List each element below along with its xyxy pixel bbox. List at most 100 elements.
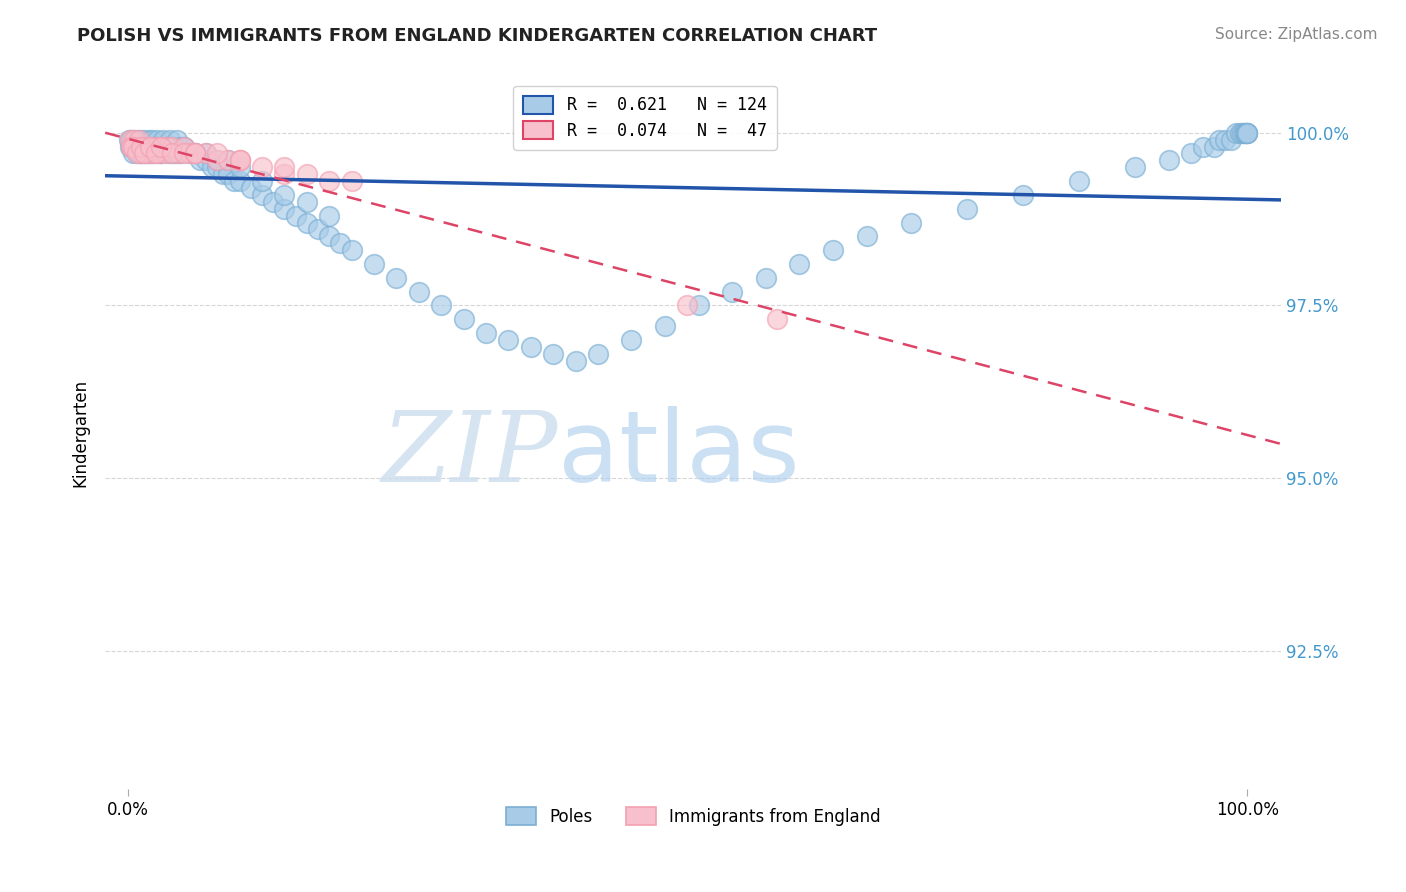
Point [155,139,177,153]
Point [129,139,152,153]
Point [142,139,165,153]
Point [125,146,148,161]
Point [654,319,676,334]
Point [139,139,162,153]
Point [150,146,173,161]
Point [200,161,222,175]
Point [250,161,273,175]
Point [150,146,173,161]
Point [136,146,159,161]
Point [228,153,250,168]
Point [956,202,979,216]
Point [273,161,295,175]
Point [228,153,250,168]
Point [162,146,184,161]
Point [134,133,156,147]
Point [1213,133,1236,147]
Point [179,146,201,161]
Point [1233,126,1256,140]
Point [120,139,142,153]
Point [295,216,318,230]
Point [128,139,150,153]
Point [128,146,150,161]
Point [184,146,207,161]
Point [136,146,159,161]
Point [453,312,475,326]
Point [823,243,845,257]
Point [162,139,184,153]
Point [205,146,228,161]
Point [146,146,169,161]
Point [1191,139,1213,153]
Point [124,139,146,153]
Point [131,146,153,161]
Point [755,270,778,285]
Point [148,146,170,161]
Point [1234,126,1257,140]
Text: POLISH VS IMMIGRANTS FROM ENGLAND KINDERGARTEN CORRELATION CHART: POLISH VS IMMIGRANTS FROM ENGLAND KINDER… [77,27,877,45]
Point [184,146,207,161]
Point [1230,126,1253,140]
Point [1069,174,1091,188]
Point [273,202,295,216]
Point [184,146,207,161]
Point [789,257,811,271]
Point [363,257,385,271]
Point [1125,161,1147,175]
Point [127,139,149,153]
Point [1012,188,1035,202]
Point [184,146,207,161]
Point [167,139,190,153]
Point [118,133,141,147]
Point [124,133,146,147]
Point [152,133,174,147]
Point [564,353,586,368]
Point [211,167,233,181]
Point [184,146,207,161]
Point [124,133,146,147]
Point [173,139,195,153]
Point [1236,126,1258,140]
Y-axis label: Kindergarten: Kindergarten [72,379,89,487]
Point [475,326,498,340]
Point [125,146,148,161]
Point [134,139,156,153]
Point [205,153,228,168]
Point [122,139,145,153]
Point [307,222,329,236]
Point [190,153,212,168]
Point [900,216,922,230]
Point [1229,126,1251,140]
Point [340,243,363,257]
Point [120,139,142,153]
Point [250,174,273,188]
Point [139,146,162,161]
Point [121,133,143,147]
Point [156,146,179,161]
Text: ZIP: ZIP [381,407,558,502]
Point [519,340,541,354]
Point [721,285,744,299]
Point [1208,133,1230,147]
Point [170,146,193,161]
Point [1219,133,1241,147]
Point [141,146,163,161]
Point [676,298,699,312]
Point [430,298,453,312]
Point [129,139,152,153]
Point [122,139,145,153]
Point [122,146,145,161]
Point [217,167,239,181]
Point [120,133,142,147]
Point [145,139,167,153]
Point [217,153,239,168]
Point [141,133,163,147]
Point [273,167,295,181]
Point [620,333,643,347]
Point [179,146,201,161]
Point [273,188,295,202]
Point [125,139,148,153]
Point [162,139,184,153]
Point [118,133,141,147]
Point [295,194,318,209]
